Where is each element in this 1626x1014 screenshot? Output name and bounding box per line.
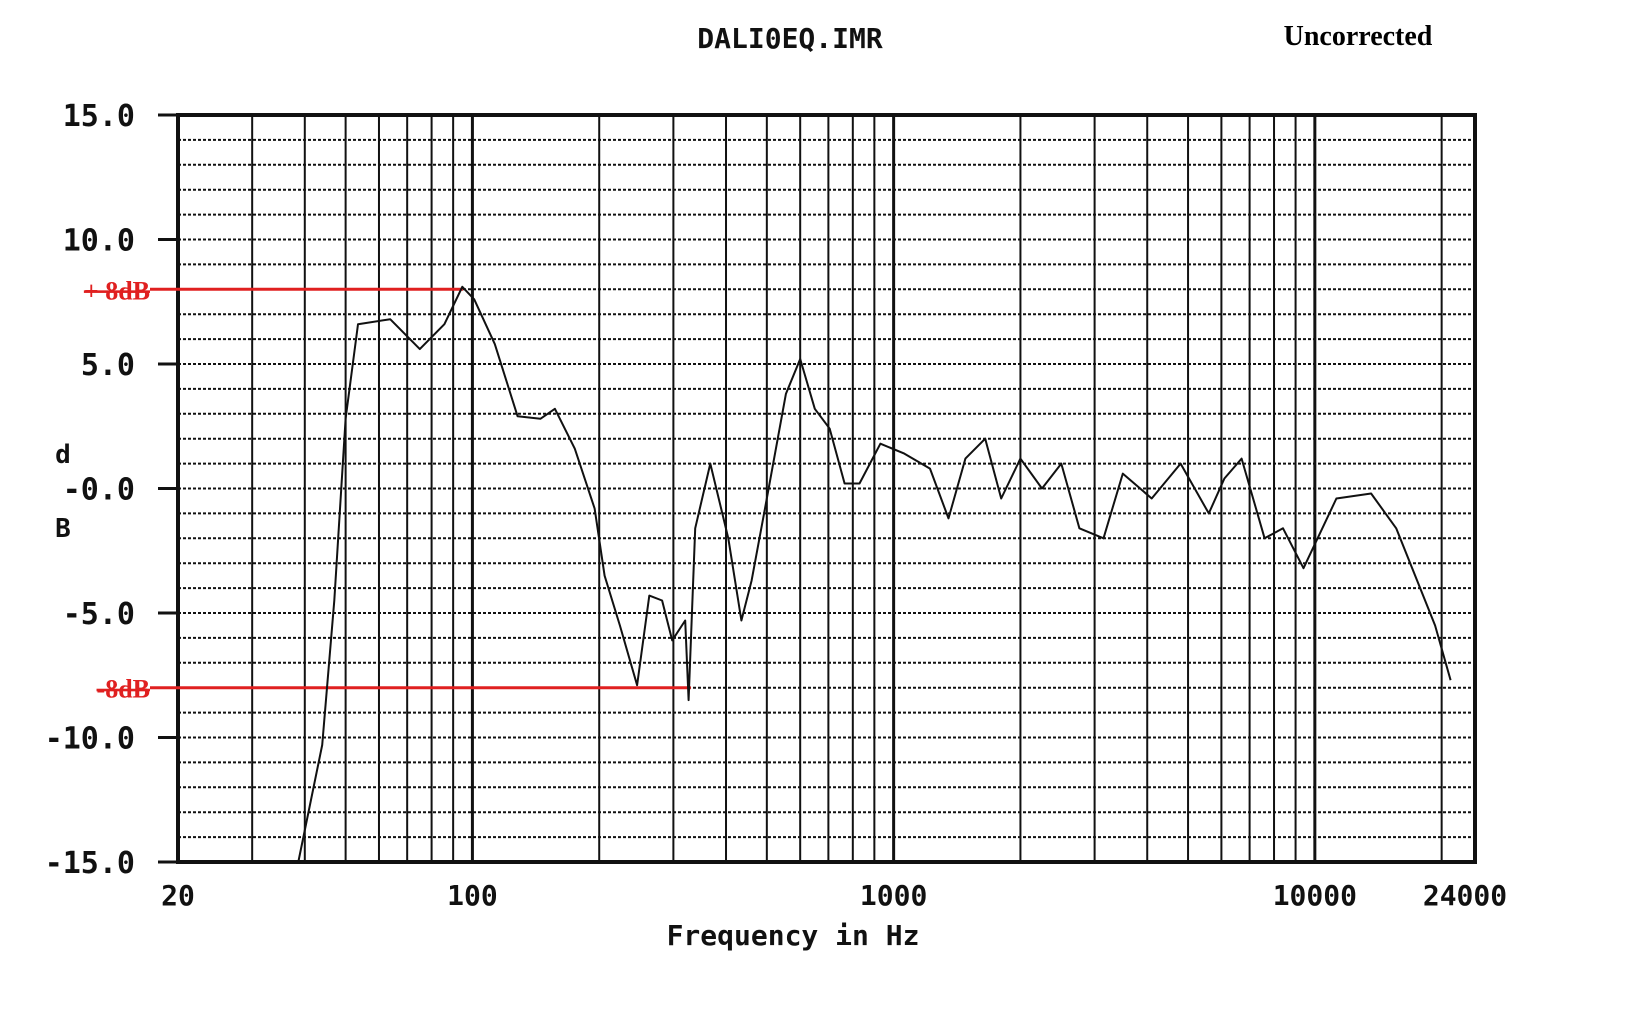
reference-lines: + 8dB -8dB — [84, 276, 691, 704]
y-axis-label-bottom: B — [55, 514, 71, 544]
y-tick-label: -0.0 — [63, 473, 135, 508]
series-group — [297, 285, 1452, 863]
y-tick-labels: 15.0 10.0 5.0 -0.0 -5.0 -10.0 -15.0 — [45, 99, 178, 881]
response-curve — [297, 285, 1452, 863]
y-axis-label-top: d — [55, 440, 71, 470]
y-tick-label: -5.0 — [63, 597, 135, 632]
y-tick-label: -10.0 — [45, 722, 135, 757]
y-tick-label: 10.0 — [63, 224, 135, 259]
x-tick-label: 100 — [447, 879, 498, 912]
x-tick-labels: 20 100 1000 10000 24000 — [161, 879, 1507, 912]
reference-label: + 8dB — [84, 276, 150, 305]
grid — [176, 113, 1477, 864]
y-tick-label: 5.0 — [81, 348, 135, 383]
reference-label: -8dB — [97, 675, 150, 704]
x-tick-label: 20 — [161, 879, 195, 912]
y-tick-label: -15.0 — [45, 846, 135, 881]
x-axis-label: Frequency in Hz — [667, 919, 920, 952]
x-tick-label: 1000 — [860, 879, 927, 912]
x-tick-label: 10000 — [1273, 879, 1357, 912]
annotation-uncorrected: Uncorrected — [1284, 21, 1433, 52]
chart-title: DALI0EQ.IMR — [697, 22, 883, 55]
x-tick-label: 24000 — [1423, 879, 1507, 912]
y-tick-label: 15.0 — [63, 99, 135, 134]
